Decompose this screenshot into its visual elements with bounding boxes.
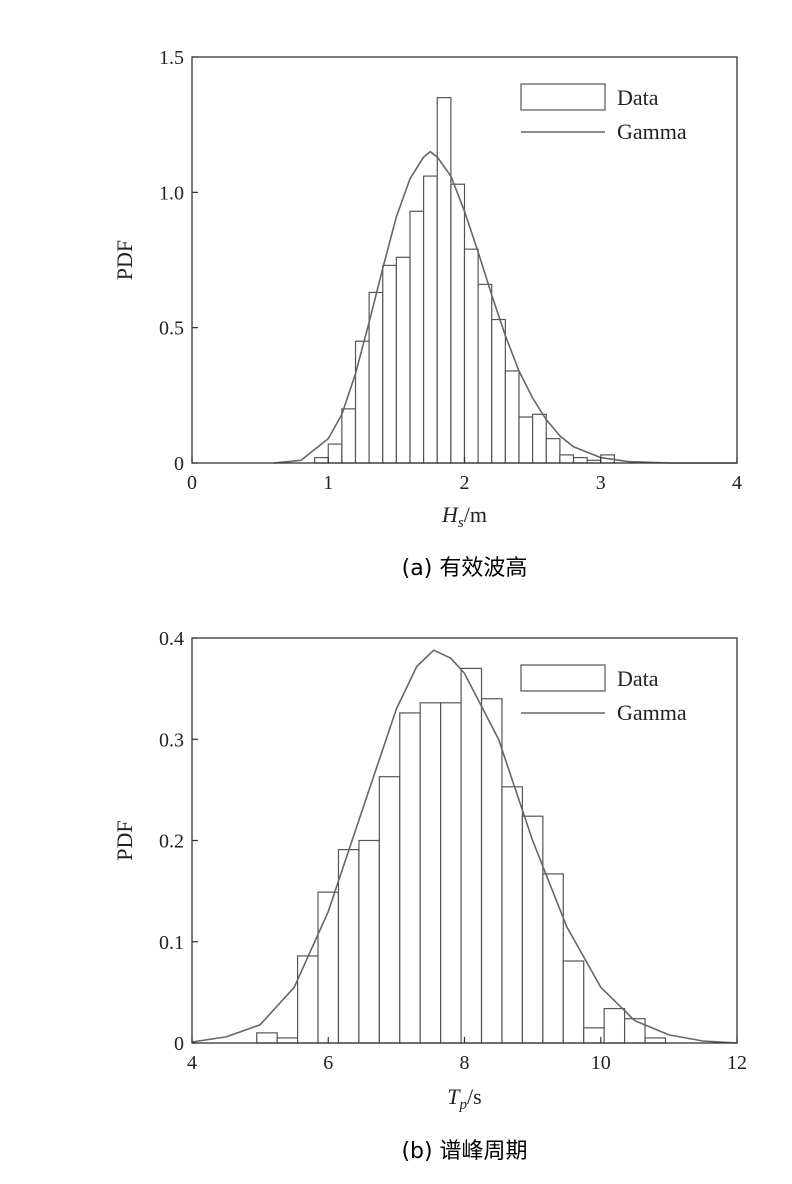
histogram-bar — [317, 891, 340, 1044]
legend-data-swatch — [520, 83, 606, 111]
legend-data-swatch — [520, 664, 606, 692]
x-tick-label: 6 — [323, 1052, 333, 1074]
histogram-bar — [559, 454, 575, 464]
y-tick-label: 0.5 — [159, 318, 184, 340]
figure-caption: (a) 有效波高 — [402, 556, 528, 581]
legend-gamma-label: Gamma — [617, 700, 687, 725]
histogram-bar — [491, 318, 506, 464]
histogram-bar — [395, 256, 411, 464]
histogram-bar — [463, 248, 479, 464]
histogram-bar — [504, 370, 520, 464]
histogram-bar — [409, 210, 425, 464]
histogram-bar — [296, 955, 319, 1044]
x-tick-label: 3 — [596, 472, 606, 494]
gamma-fit-line — [273, 150, 737, 464]
histogram-bar — [314, 456, 329, 464]
histogram-bar — [419, 702, 442, 1044]
histogram-bar — [358, 839, 380, 1044]
y-tick-label: 0 — [174, 453, 184, 475]
histogram-bar — [341, 408, 357, 464]
figure-caption: (b) 谱峰周期 — [401, 1139, 527, 1164]
histogram-bar — [450, 183, 466, 464]
histogram-bar — [542, 873, 564, 1044]
histogram-bar — [423, 175, 438, 464]
histogram-bar — [460, 667, 483, 1044]
histogram-bar — [354, 340, 370, 464]
histogram-bar — [436, 96, 452, 464]
x-tick-label: 4 — [187, 1052, 197, 1074]
x-axis-label: Tp/s — [447, 1084, 481, 1113]
gamma-fit-line — [191, 649, 738, 1044]
histogram-bar — [337, 849, 360, 1044]
chart-a-significant-wave-height: 0 1 2 3 4 0 0.5 1.0 1.5 Hs/m PDF Data Gamma (a) 有效波高 — [112, 47, 742, 581]
y-tick-label: 0.1 — [159, 932, 184, 954]
chart-b-spectral-peak-period: 4 6 8 10 12 0 0.1 0.2 0.3 0.4 Tp/s PDF Data Gamma (b) … — [112, 628, 747, 1164]
legend-data-label: Data — [617, 85, 659, 110]
histogram-bar — [623, 1018, 646, 1044]
histogram-bar — [572, 456, 588, 464]
y-tick-label: 0.2 — [159, 831, 184, 853]
y-tick-label: 0.4 — [159, 628, 184, 650]
x-tick-label: 4 — [732, 472, 742, 494]
histogram-bar — [532, 413, 547, 464]
x-tick-label: 1 — [323, 472, 333, 494]
histogram-bar — [521, 815, 544, 1044]
y-tick-label: 0.3 — [159, 729, 184, 751]
histogram-bar — [477, 283, 493, 464]
legend-gamma-label: Gamma — [617, 119, 687, 144]
x-tick-label: 10 — [591, 1052, 611, 1074]
histogram-bar — [327, 443, 343, 464]
histogram-bar — [545, 438, 561, 464]
histogram-bar — [378, 776, 401, 1044]
x-tick-label: 0 — [187, 472, 197, 494]
histogram-bar — [480, 698, 503, 1044]
histogram-bar — [518, 416, 534, 464]
histogram-bar — [256, 1032, 278, 1044]
y-tick-label: 1.5 — [159, 47, 184, 69]
y-axis-label: PDF — [112, 240, 137, 280]
histogram-bar — [440, 702, 462, 1044]
x-tick-label: 8 — [460, 1052, 470, 1074]
y-tick-label: 1.0 — [159, 182, 184, 204]
x-tick-label: 2 — [460, 472, 470, 494]
histogram-bar — [382, 264, 397, 464]
histogram-bar — [368, 291, 384, 464]
histogram-bar — [603, 1007, 626, 1044]
histogram-bar — [644, 1037, 667, 1044]
y-axis-label: PDF — [112, 820, 137, 860]
x-axis-label: Hs/m — [441, 502, 487, 531]
histogram-bar — [562, 960, 585, 1044]
legend-data-label: Data — [617, 666, 659, 691]
x-tick-label: 12 — [727, 1052, 747, 1074]
histogram-bar — [501, 786, 524, 1044]
y-tick-label: 0 — [174, 1033, 184, 1055]
histogram-bar — [276, 1037, 299, 1044]
histogram-bar — [399, 712, 421, 1044]
